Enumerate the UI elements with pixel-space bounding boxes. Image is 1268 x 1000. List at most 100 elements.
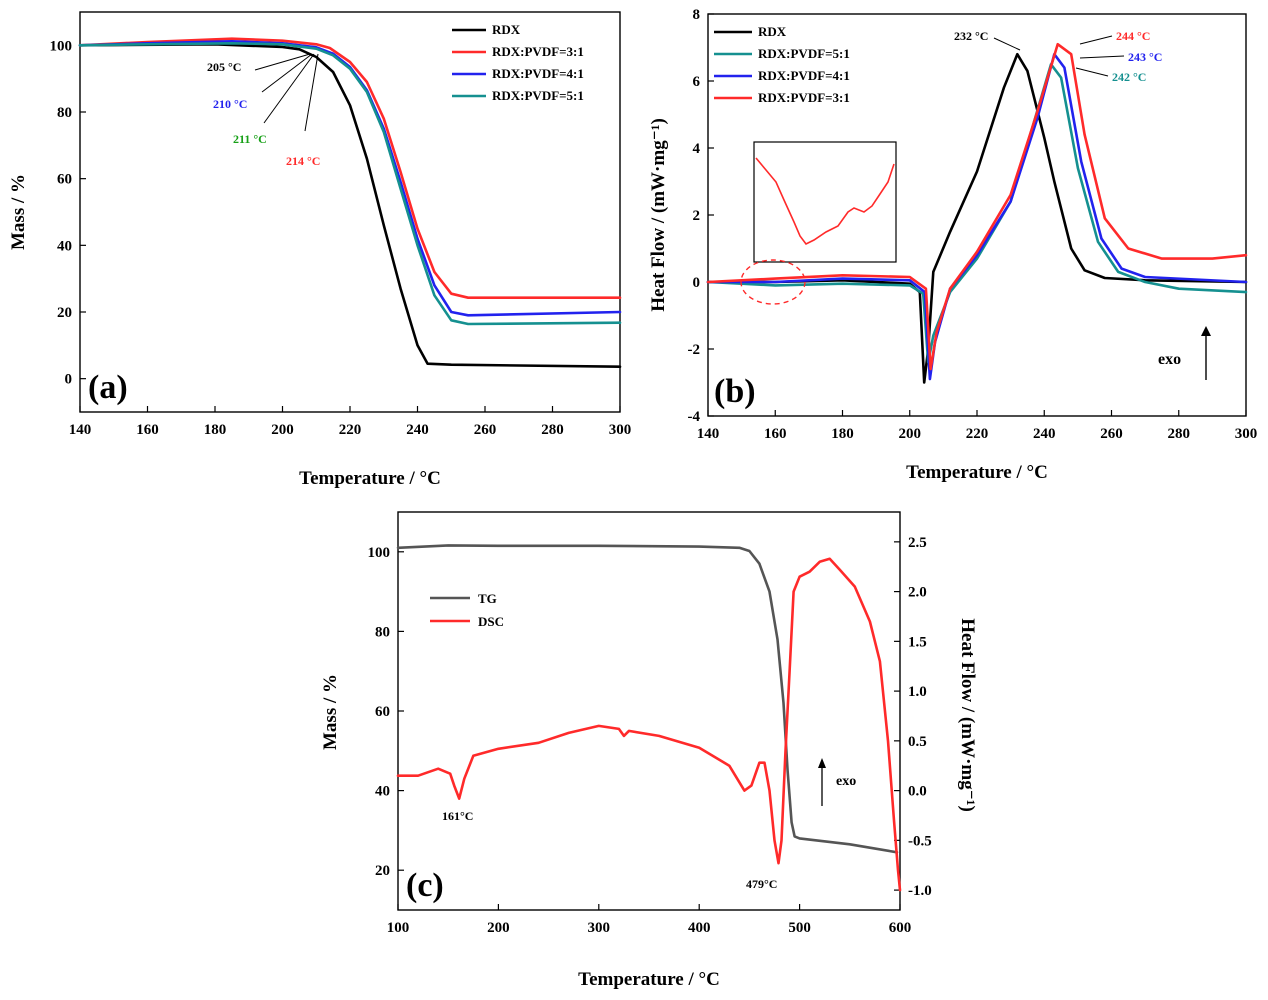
x-tick-label-140: 140 <box>697 426 720 442</box>
anno-arrow-232 <box>993 37 1021 51</box>
x-tick-label-300: 300 <box>1235 426 1258 442</box>
x-tick-label-180: 180 <box>831 426 854 442</box>
legend-label-b-rdx-pvdf-4-1: RDX:PVDF=4:1 <box>758 68 850 83</box>
x-tick-label-180: 180 <box>204 422 227 438</box>
series-line-rdx-pvdf-3-1 <box>78 37 622 299</box>
panel-c-y-ticks-left: 20 40 60 80 100 <box>368 545 404 879</box>
anno-arrow-243 <box>1079 55 1125 59</box>
x-tick-label-200: 200 <box>899 426 922 442</box>
left-y-tick-label-2: 2 <box>693 208 701 224</box>
inset-trace <box>755 157 895 246</box>
anno-arrow-244 <box>1079 35 1113 45</box>
x-tick-label-600: 600 <box>889 920 912 936</box>
left-y-tick-label-0: 0 <box>693 275 701 291</box>
x-tick-label-280: 280 <box>1168 426 1191 442</box>
left-y-tick-label-8: 8 <box>693 7 701 23</box>
x-tick-label-260: 260 <box>1100 426 1123 442</box>
panel-c-x-axis-title: Temperature / °C <box>578 969 720 990</box>
panel-b-x-axis-title: Temperature / °C <box>906 462 1048 483</box>
x-tick-label-220: 220 <box>966 426 989 442</box>
left-y-tick-label-20: 20 <box>57 305 72 321</box>
panel-a-x-axis-title: Temperature / °C <box>299 468 441 489</box>
left-y-tick-label-40: 40 <box>375 784 390 800</box>
anno-214c: 214 °C <box>286 154 320 168</box>
panel-c-exo: exo <box>818 758 856 806</box>
panel-b-inset <box>740 141 897 305</box>
right-y-tick-label-2.5: 2.5 <box>908 535 927 551</box>
x-tick-label-240: 240 <box>406 422 429 438</box>
panel-c-exo-label: exo <box>836 774 856 789</box>
left-y-tick-label-80: 80 <box>375 624 390 640</box>
x-tick-label-500: 500 <box>788 920 811 936</box>
panel-a: 140 160 180 200 220 240 260 280 300 0 20 40 60 80 100… <box>8 11 632 489</box>
panel-b-exo: exo <box>1158 326 1211 380</box>
right-y-tick-label-0.5: 0.5 <box>908 734 927 750</box>
left-y-tick-label-100: 100 <box>368 545 391 561</box>
panel-b-exo-label: exo <box>1158 351 1181 368</box>
series-line-rdx-pvdf-3-1 <box>706 42 1248 371</box>
legend-label-tg: TG <box>478 591 497 606</box>
x-tick-label-160: 160 <box>136 422 159 438</box>
panel-a-x-ticks: 140 160 180 200 220 240 260 280 300 <box>69 406 632 438</box>
panel-b-series <box>706 42 1248 384</box>
legend-label-b-rdx: RDX <box>758 24 787 39</box>
anno-210c: 210 °C <box>213 97 247 111</box>
panel-c-y-axis-title-right: Heat Flow / (mW·mg⁻¹) <box>957 618 978 812</box>
series-line-rdx-pvdf-4-1 <box>706 52 1248 381</box>
x-tick-label-160: 160 <box>764 426 787 442</box>
anno-205c: 205 °C <box>207 60 241 74</box>
legend-label-dsc: DSC <box>478 614 504 629</box>
legend-label-rdx-pvdf-5-1: RDX:PVDF=5:1 <box>492 88 584 103</box>
series-line-rdx <box>78 43 622 368</box>
right-y-tick-label--0.5: -0.5 <box>908 833 932 849</box>
panel-b-exo-arrowhead <box>1201 326 1211 336</box>
panel-b-label: (b) <box>714 373 756 410</box>
right-y-tick-label-0: 0.0 <box>908 784 927 800</box>
right-y-tick-label-1: 1.0 <box>908 684 927 700</box>
panel-a-annotations: 205 °C 210 °C 211 °C 214 °C <box>207 53 320 168</box>
x-tick-label-100: 100 <box>387 920 410 936</box>
left-y-tick-label-0: 0 <box>65 372 73 388</box>
panel-c-x-ticks: 100 200 300 400 500 600 <box>387 904 912 936</box>
panel-b-annotations: 232 °C 244 °C 243 °C 242 °C <box>954 29 1162 84</box>
x-tick-label-140: 140 <box>69 422 92 438</box>
series-line-rdx-pvdf-5-1 <box>78 42 622 326</box>
anno-242c: 242 °C <box>1112 70 1146 84</box>
x-tick-label-280: 280 <box>541 422 564 438</box>
x-tick-label-300: 300 <box>588 920 611 936</box>
anno-161c: 161°C <box>442 809 473 823</box>
panel-a-legend: RDX RDX:PVDF=3:1 RDX:PVDF=4:1 RDX:PVDF=5… <box>452 22 584 103</box>
panel-c-frame <box>397 511 901 911</box>
legend-label-b-rdx-pvdf-5-1: RDX:PVDF=5:1 <box>758 46 850 61</box>
panel-c-exo-arrowhead <box>818 758 826 768</box>
legend-label-rdx: RDX <box>492 22 521 37</box>
anno-244c: 244 °C <box>1116 29 1150 43</box>
series-line-dsc <box>396 557 902 892</box>
panel-c-y-axis-title-left: Mass / % <box>320 674 341 750</box>
series-line-rdx-pvdf-4-1 <box>78 40 622 317</box>
left-y-tick-label-60: 60 <box>57 172 72 188</box>
panel-b-y-axis-title: Heat Flow / (mW·mg⁻¹) <box>648 118 669 312</box>
x-tick-label-200: 200 <box>487 920 510 936</box>
anno-211c: 211 °C <box>233 132 267 146</box>
panel-c: 100 200 300 400 500 600 20 40 60 80 100 -1.0 -0.5 0… <box>320 511 978 990</box>
inset-frame <box>753 141 897 263</box>
left-y-tick-label-20: 20 <box>375 863 390 879</box>
panel-a-label: (a) <box>88 369 128 406</box>
right-y-tick-label-1.5: 1.5 <box>908 634 927 650</box>
x-tick-label-400: 400 <box>688 920 711 936</box>
left-y-tick-label-100: 100 <box>50 38 73 54</box>
right-y-tick-label-2: 2.0 <box>908 585 927 601</box>
left-y-tick-label-80: 80 <box>57 105 72 121</box>
panel-b-legend: RDX RDX:PVDF=5:1 RDX:PVDF=4:1 RDX:PVDF=3… <box>714 24 850 105</box>
left-y-tick-label-60: 60 <box>375 704 390 720</box>
panel-c-y-ticks-right: -1.0 -0.5 0.0 0.5 1.0 1.5 2.0 2.5 <box>894 535 932 899</box>
series-line-tg <box>396 544 899 854</box>
x-tick-label-300: 300 <box>609 422 632 438</box>
legend-label-b-rdx-pvdf-3-1: RDX:PVDF=3:1 <box>758 90 850 105</box>
left-y-tick-label--4: -4 <box>688 409 701 425</box>
x-tick-label-220: 220 <box>339 422 362 438</box>
anno-243c: 243 °C <box>1128 50 1162 64</box>
panel-b-y-ticks: -4 -2 0 2 4 6 8 <box>688 7 714 425</box>
